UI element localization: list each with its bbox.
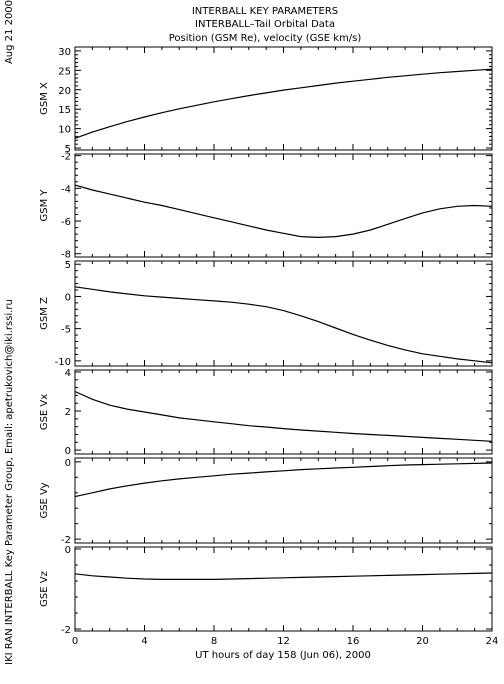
y-tick-label: 0	[65, 458, 71, 469]
panel-5: -2 0 GSE Vz	[39, 545, 493, 636]
y-tick-label: -8	[61, 250, 71, 261]
y-axis-label: GSE Vy	[39, 482, 50, 518]
panel-3: 0 2 4 GSE Vx	[39, 368, 493, 457]
title-line-1: INTERBALL KEY PARAMETERS	[192, 6, 338, 17]
y-tick-label: 0	[65, 446, 71, 457]
panel-frame	[74, 153, 493, 258]
x-tick-label: 16	[347, 636, 360, 647]
panel-frame	[74, 546, 493, 632]
y-tick-label: 25	[58, 66, 71, 77]
title-line-3: Position (GSM Re), velocity (GSE km/s)	[169, 33, 362, 44]
title-line-2: INTERBALL–Tail Orbital Data	[195, 19, 335, 30]
y-tick-label: -4	[61, 184, 71, 195]
y-axis-label: GSM Y	[39, 189, 50, 222]
y-tick-label: 2	[65, 407, 71, 418]
y-axis-label: GSM Z	[39, 297, 50, 330]
x-tick-label: 24	[486, 636, 499, 647]
y-tick-label: 5	[65, 144, 71, 155]
y-tick-label: 0	[65, 545, 71, 556]
x-axis-label: UT hours of day 158 (Jun 06), 2000	[195, 650, 371, 661]
x-tick-label: 12	[277, 636, 290, 647]
print-date: Aug 21 2000	[4, 0, 15, 64]
y-tick-label: 4	[65, 368, 71, 379]
x-tick-label: 0	[72, 636, 78, 647]
y-axis-label: GSM X	[39, 82, 50, 115]
y-tick-label: -5	[61, 325, 71, 336]
x-tick-label: 8	[211, 636, 217, 647]
panel-frame	[74, 369, 493, 455]
y-tick-label: -6	[61, 217, 71, 228]
y-axis-label: GSE Vz	[39, 571, 50, 607]
x-tick-label: 20	[416, 636, 429, 647]
y-axis-label: GSE Vx	[39, 394, 50, 430]
series-line	[74, 184, 493, 239]
y-tick-label: 20	[58, 86, 71, 97]
y-tick-label: 0	[65, 292, 71, 303]
y-tick-label: 15	[58, 105, 71, 116]
panel-frame	[74, 260, 493, 367]
y-tick-label: -2	[61, 535, 71, 546]
y-tick-label: -2	[61, 152, 71, 163]
panel-1: -8 -6 -4 -2 GSM Y	[39, 152, 493, 261]
panel-0: 5 10 15 20 25 30 GSM X	[39, 46, 493, 155]
series-line	[74, 68, 493, 139]
panel-frame	[74, 46, 493, 151]
series-line	[74, 462, 493, 498]
y-tick-label: 30	[58, 47, 71, 58]
panel-2: -10 -5 0 5 GSM Z	[39, 260, 493, 368]
x-tick-label: 4	[141, 636, 147, 647]
series-line	[74, 390, 493, 442]
series-line	[74, 286, 493, 364]
y-tick-label: 10	[58, 125, 71, 136]
series-line	[74, 572, 493, 581]
y-tick-label: -10	[55, 357, 71, 368]
y-tick-label: -2	[61, 625, 71, 636]
panel-4: -2 0 GSE Vy	[39, 457, 493, 546]
y-tick-label: 5	[65, 260, 71, 271]
credit-line: IKI RAN INTERBALL Key Parameter Group, E…	[4, 299, 15, 665]
